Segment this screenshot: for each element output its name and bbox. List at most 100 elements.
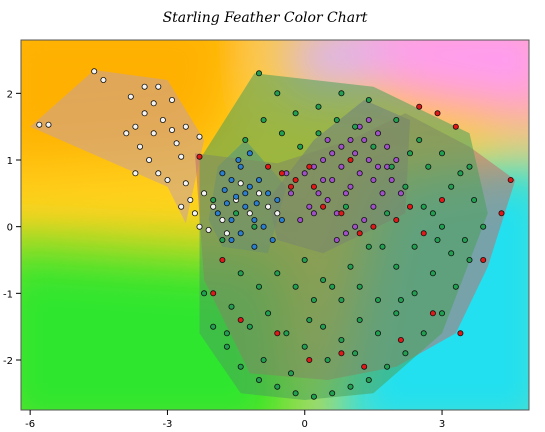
data-point bbox=[141, 83, 148, 90]
data-point bbox=[223, 230, 230, 237]
data-point bbox=[168, 127, 175, 134]
data-point bbox=[265, 203, 272, 210]
data-point bbox=[219, 256, 226, 263]
data-point bbox=[292, 283, 299, 290]
data-point bbox=[342, 230, 349, 237]
data-point bbox=[342, 203, 349, 210]
data-point bbox=[274, 270, 281, 277]
data-point bbox=[223, 343, 230, 350]
data-point bbox=[365, 97, 372, 104]
data-point bbox=[292, 110, 299, 117]
data-point bbox=[228, 176, 235, 183]
data-point bbox=[235, 156, 242, 163]
data-point bbox=[246, 183, 253, 190]
data-point bbox=[150, 130, 157, 137]
data-point bbox=[374, 330, 381, 337]
data-point bbox=[480, 223, 487, 230]
data-point bbox=[255, 70, 262, 77]
data-point bbox=[155, 170, 162, 177]
data-point bbox=[274, 383, 281, 390]
data-point bbox=[374, 296, 381, 303]
data-point bbox=[393, 117, 400, 124]
data-point bbox=[274, 210, 281, 217]
data-point bbox=[292, 176, 299, 183]
data-point bbox=[306, 163, 313, 170]
data-point bbox=[333, 236, 340, 243]
data-point bbox=[434, 236, 441, 243]
data-point bbox=[223, 330, 230, 337]
data-point bbox=[251, 216, 258, 223]
y-axis: -2 -1 0 1 2 bbox=[3, 89, 21, 367]
data-point bbox=[246, 150, 253, 157]
data-point bbox=[297, 143, 304, 150]
data-point bbox=[219, 170, 226, 177]
data-point bbox=[411, 290, 418, 297]
data-point bbox=[333, 117, 340, 124]
data-point bbox=[448, 250, 455, 257]
plot-frame bbox=[20, 39, 530, 411]
data-point bbox=[210, 203, 217, 210]
data-point bbox=[260, 356, 267, 363]
data-point bbox=[356, 230, 363, 237]
points-layer bbox=[36, 68, 514, 400]
data-point bbox=[365, 243, 372, 250]
data-point bbox=[429, 310, 436, 317]
data-point bbox=[191, 210, 198, 217]
data-point bbox=[210, 196, 217, 203]
data-point bbox=[425, 163, 432, 170]
data-point bbox=[406, 150, 413, 157]
data-point bbox=[457, 330, 464, 337]
data-point bbox=[196, 153, 203, 160]
data-point bbox=[141, 110, 148, 117]
data-point bbox=[416, 136, 423, 143]
data-point bbox=[324, 136, 331, 143]
data-point bbox=[438, 223, 445, 230]
hull-region bbox=[30, 70, 205, 224]
data-point bbox=[159, 117, 166, 124]
data-point bbox=[91, 68, 98, 75]
data-point bbox=[228, 216, 235, 223]
data-point bbox=[347, 383, 354, 390]
data-point bbox=[320, 203, 327, 210]
data-point bbox=[370, 223, 377, 230]
data-point bbox=[338, 143, 345, 150]
data-point bbox=[320, 176, 327, 183]
data-point bbox=[283, 330, 290, 337]
data-point bbox=[196, 133, 203, 140]
data-point bbox=[461, 236, 468, 243]
data-point bbox=[397, 336, 404, 343]
x-tick-label: -3 bbox=[162, 419, 172, 430]
data-point bbox=[278, 216, 285, 223]
data-point bbox=[237, 316, 244, 323]
data-point bbox=[182, 180, 189, 187]
data-point bbox=[127, 93, 134, 100]
x-tick-label: 0 bbox=[302, 419, 308, 430]
data-point bbox=[187, 196, 194, 203]
data-point bbox=[393, 156, 400, 163]
data-point bbox=[100, 77, 107, 84]
data-point bbox=[338, 350, 345, 357]
x-tick-label: -6 bbox=[25, 419, 35, 430]
data-point bbox=[402, 350, 409, 357]
data-point bbox=[237, 363, 244, 370]
data-point bbox=[402, 183, 409, 190]
data-point bbox=[438, 150, 445, 157]
data-point bbox=[370, 176, 377, 183]
data-point bbox=[132, 170, 139, 177]
data-point bbox=[452, 283, 459, 290]
data-point bbox=[324, 356, 331, 363]
data-point bbox=[287, 370, 294, 377]
data-point bbox=[429, 210, 436, 217]
data-point bbox=[223, 200, 230, 207]
x-tick-label: 3 bbox=[439, 419, 445, 430]
data-point bbox=[416, 103, 423, 110]
data-point bbox=[205, 226, 212, 233]
data-point bbox=[242, 203, 249, 210]
data-point bbox=[324, 196, 331, 203]
data-point bbox=[370, 143, 377, 150]
data-point bbox=[255, 283, 262, 290]
data-point bbox=[393, 310, 400, 317]
data-point bbox=[233, 210, 240, 217]
data-point bbox=[310, 210, 317, 217]
